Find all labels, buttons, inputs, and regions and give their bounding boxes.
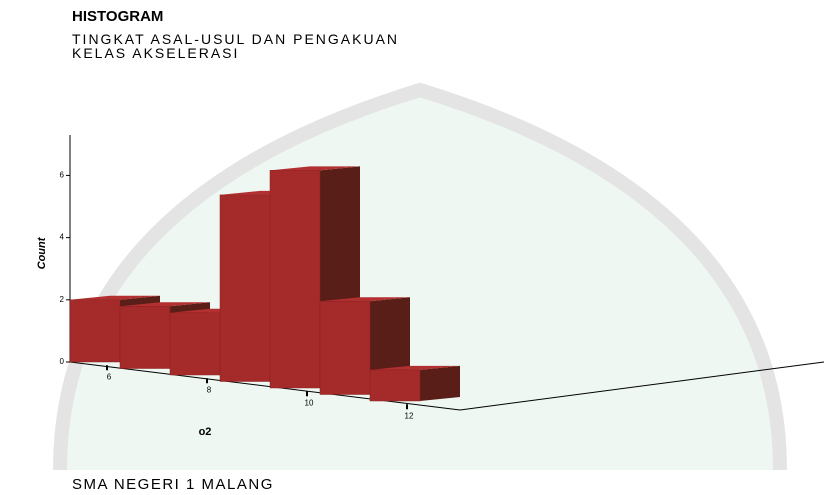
x-tick-label: 6 xyxy=(107,372,112,381)
y-tick-label: 4 xyxy=(60,233,65,242)
floor-line xyxy=(69,361,461,411)
chart-title: HISTOGRAM xyxy=(72,8,164,25)
bar xyxy=(119,306,171,369)
bar xyxy=(369,369,421,402)
x-tick-label: 10 xyxy=(305,398,314,407)
bar-top xyxy=(120,302,210,307)
y-tick-label: 6 xyxy=(60,171,65,180)
bar xyxy=(69,299,121,363)
bar-top xyxy=(70,295,160,300)
y-axis-label: Count xyxy=(36,236,48,269)
floor-line xyxy=(459,361,824,411)
x-axis-label: o2 xyxy=(199,426,212,438)
chart-subtitle: TINGKAT ASAL-USUL DAN PENGAKUAN KELAS AK… xyxy=(72,31,400,61)
bar-side xyxy=(420,365,460,401)
y-tick-label: 2 xyxy=(60,295,65,304)
bar-top xyxy=(270,166,360,171)
watermark xyxy=(53,82,787,471)
bar xyxy=(319,300,371,395)
bar xyxy=(169,312,221,376)
bar-top xyxy=(370,365,460,370)
x-tick-label: 12 xyxy=(405,411,414,420)
footer: SMA NEGERI 1 MALANG xyxy=(72,476,274,493)
bar xyxy=(219,194,271,382)
x-tick-label: 8 xyxy=(207,385,212,394)
bar xyxy=(269,170,321,389)
bar-top xyxy=(320,297,410,302)
y-tick-label: 0 xyxy=(60,357,65,366)
